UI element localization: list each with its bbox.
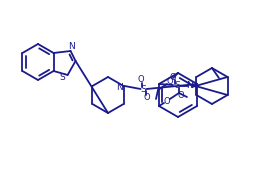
Text: S: S: [60, 73, 65, 82]
Text: S: S: [174, 81, 180, 90]
Text: O: O: [167, 76, 173, 86]
Text: N: N: [68, 42, 75, 51]
Text: O: O: [137, 75, 144, 84]
Text: O: O: [143, 94, 150, 103]
Text: O: O: [178, 90, 184, 99]
Text: N: N: [116, 82, 123, 91]
Text: O: O: [170, 72, 176, 81]
Text: O: O: [164, 97, 170, 106]
Text: N: N: [187, 81, 193, 90]
Text: S: S: [141, 84, 147, 94]
